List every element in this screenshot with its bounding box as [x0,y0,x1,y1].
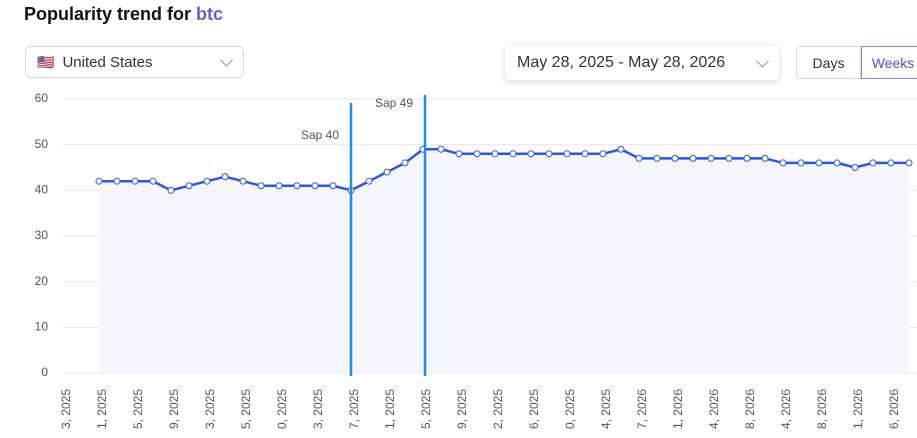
x-tick-label: 1, 2026 [671,389,685,429]
point [221,173,229,181]
x-tick-label: 8, 2026 [743,389,757,429]
y-tick-label: 40 [35,183,49,197]
point [635,154,643,162]
point [851,164,859,171]
x-tick-label: 4, 2026 [779,389,793,429]
point [437,145,445,153]
point [581,150,589,158]
title: Popularity trend for btc [24,4,223,25]
x-tick-label: 3, 2025 [203,389,217,429]
point [563,150,571,158]
point [599,150,607,158]
point [905,159,913,167]
x-tick-label: 5, 2025 [419,389,433,429]
point [167,186,175,194]
x-tick-label: 1, 2026 [851,389,865,429]
weeks-button[interactable]: Weeks [861,46,917,79]
line [99,147,909,192]
x-tick-label: 0, 2025 [563,389,577,429]
point [725,154,733,162]
point [761,154,769,162]
point [365,177,373,185]
y-tick-label: 60 [35,91,49,105]
x-tick-label: 6, 2025 [527,389,541,429]
x-tick-label: 8, 2026 [815,389,829,429]
point [293,182,301,190]
point [203,177,211,185]
point [833,159,841,167]
point [869,159,877,167]
point [887,159,895,167]
point [257,182,265,190]
days-button[interactable]: Days [796,46,861,79]
y-tick-label: 10 [35,320,49,334]
keyword: btc [196,4,224,24]
x-tick-label: 5, 2025 [239,389,253,429]
point [779,159,787,167]
x-tick-label: 4, 2026 [707,389,721,429]
title-text: Popularity trend for [24,4,192,24]
point [311,182,319,190]
x-tick-label: 0, 2025 [275,389,289,429]
point [473,150,481,158]
point [149,177,157,185]
flag: 🇺🇸 [37,53,55,70]
x-tick-label: 9, 2025 [167,389,181,429]
y-tick-label: 20 [35,274,49,288]
point [797,159,805,167]
point [95,177,103,185]
y-tick-label: 0 [41,365,48,379]
point [329,182,337,190]
point [689,154,697,162]
x-tick-label: 7, 2025 [347,389,361,429]
point [401,159,409,167]
area [99,149,909,373]
point [815,159,823,167]
x-tick-label: 1, 2025 [383,389,397,429]
point [275,182,283,190]
x-tick-label: 5, 2025 [131,389,145,429]
point [617,145,625,153]
point [383,168,391,176]
x-tick-label: 6, 2026 [887,389,901,429]
point [527,150,535,158]
x-tick-label: 4, 2025 [599,389,613,429]
point [185,182,193,190]
point [113,177,121,185]
point [707,154,715,162]
point [743,154,751,162]
x-tick-label: 3, 2025 [59,389,73,429]
point [491,150,499,158]
point [131,177,139,185]
y-tick-label: 50 [35,137,49,151]
x-tick-label: 1, 2025 [95,389,109,429]
point [239,177,247,185]
point [653,154,661,162]
date-range-label: May 28, 2025 - May 28, 2026 [517,53,726,71]
x-tick-label: 2, 2025 [491,389,505,429]
x-tick-label: 7, 2026 [635,389,649,429]
point [455,150,463,158]
point [509,150,517,158]
y-tick-label: 30 [35,228,49,242]
country-label: United States [62,53,153,71]
point [545,150,553,158]
annotation-label: Sap 40 [301,128,339,142]
x-tick-label: 9, 2025 [455,389,469,429]
point [671,154,679,162]
annotation-label: Sap 49 [375,96,413,110]
date-range[interactable]: May 28, 2025 - May 28, 2026 [504,44,780,81]
country-select[interactable]: 🇺🇸 United States [25,46,244,78]
x-tick-label: 3, 2025 [311,389,325,429]
